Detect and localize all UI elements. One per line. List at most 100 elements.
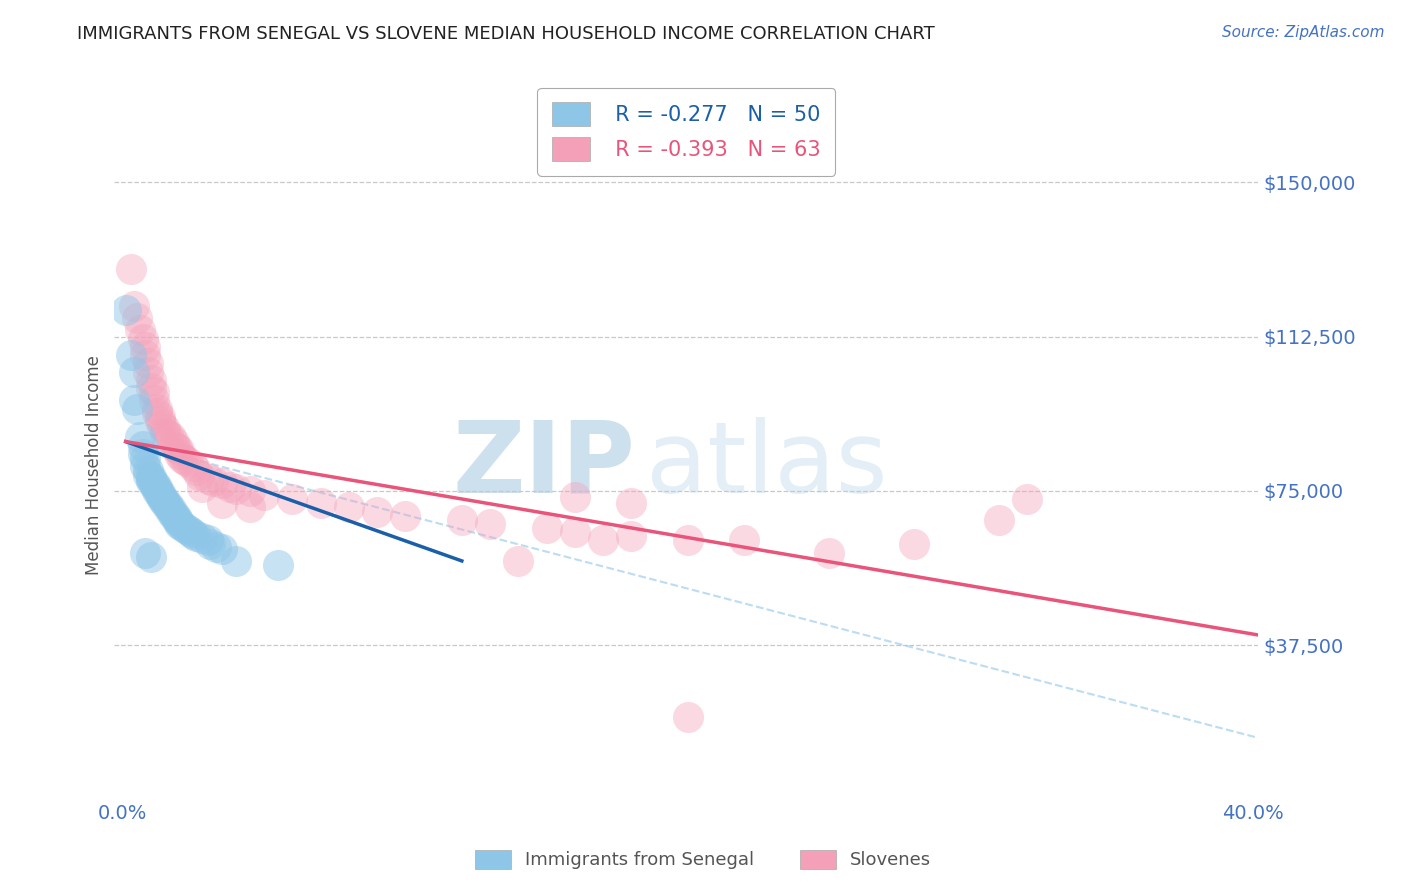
Legend: Immigrants from Senegal, Slovenes: Immigrants from Senegal, Slovenes [465, 841, 941, 879]
Point [131, 332, 153, 346]
Point [676, 710, 699, 724]
Point [479, 516, 502, 531]
Point [134, 348, 156, 362]
Point [139, 474, 162, 488]
Point [197, 472, 219, 486]
Point [281, 492, 304, 507]
Point [155, 426, 177, 441]
Point [146, 406, 169, 420]
Point [122, 393, 145, 408]
Point [136, 463, 159, 477]
Point [146, 401, 169, 416]
Point [1015, 492, 1038, 507]
Point [155, 422, 177, 436]
Point [564, 525, 586, 540]
Point [183, 527, 205, 541]
Point [903, 537, 925, 551]
Point [366, 504, 388, 518]
Point [225, 482, 247, 496]
Point [120, 348, 142, 362]
Point [131, 439, 153, 453]
Point [239, 483, 262, 498]
Point [120, 261, 142, 276]
Point [136, 356, 159, 370]
Point [592, 533, 614, 548]
Point [166, 513, 188, 527]
Point [142, 478, 165, 492]
Point [128, 323, 150, 337]
Point [157, 500, 180, 515]
Point [564, 490, 586, 504]
Legend:   R = -0.277   N = 50,   R = -0.393   N = 63: R = -0.277 N = 50, R = -0.393 N = 63 [537, 87, 835, 176]
Point [163, 507, 186, 521]
Point [142, 393, 165, 408]
Point [142, 475, 165, 490]
Point [163, 434, 186, 449]
Point [125, 311, 148, 326]
Point [197, 533, 219, 548]
Point [152, 490, 174, 504]
Point [122, 299, 145, 313]
Point [146, 482, 169, 496]
Point [200, 537, 222, 551]
Y-axis label: Median Household Income: Median Household Income [86, 355, 103, 575]
Point [149, 414, 172, 428]
Point [202, 474, 225, 488]
Point [136, 365, 159, 379]
Point [676, 533, 699, 548]
Text: IMMIGRANTS FROM SENEGAL VS SLOVENE MEDIAN HOUSEHOLD INCOME CORRELATION CHART: IMMIGRANTS FROM SENEGAL VS SLOVENE MEDIA… [77, 25, 935, 43]
Point [142, 385, 165, 400]
Point [174, 521, 197, 535]
Point [160, 430, 183, 444]
Point [155, 494, 177, 508]
Point [394, 508, 416, 523]
Point [620, 529, 643, 543]
Point [733, 533, 755, 548]
Point [309, 496, 332, 510]
Point [134, 546, 156, 560]
Point [450, 513, 472, 527]
Point [169, 516, 191, 531]
Point [253, 488, 276, 502]
Point [134, 459, 156, 474]
Text: atlas: atlas [647, 417, 889, 514]
Point [155, 496, 177, 510]
Point [239, 500, 262, 515]
Point [169, 442, 191, 457]
Point [139, 472, 162, 486]
Point [219, 480, 242, 494]
Point [169, 515, 191, 529]
Point [172, 451, 194, 466]
Point [205, 540, 228, 554]
Point [152, 418, 174, 433]
Point [987, 513, 1010, 527]
Point [134, 451, 156, 466]
Point [157, 499, 180, 513]
Point [337, 500, 360, 515]
Point [267, 558, 290, 572]
Point [536, 521, 558, 535]
Point [163, 508, 186, 523]
Point [160, 502, 183, 516]
Point [139, 469, 162, 483]
Point [128, 430, 150, 444]
Point [225, 554, 247, 568]
Text: ZIP: ZIP [453, 417, 636, 514]
Point [114, 302, 136, 317]
Point [191, 480, 214, 494]
Point [174, 453, 197, 467]
Point [163, 439, 186, 453]
Point [139, 373, 162, 387]
Point [146, 480, 169, 494]
Point [172, 519, 194, 533]
Point [136, 467, 159, 482]
Point [122, 365, 145, 379]
Point [166, 441, 188, 455]
Point [186, 463, 208, 477]
Point [188, 467, 211, 482]
Point [131, 447, 153, 461]
Point [211, 475, 233, 490]
Point [191, 531, 214, 545]
Point [160, 504, 183, 518]
Point [149, 488, 172, 502]
